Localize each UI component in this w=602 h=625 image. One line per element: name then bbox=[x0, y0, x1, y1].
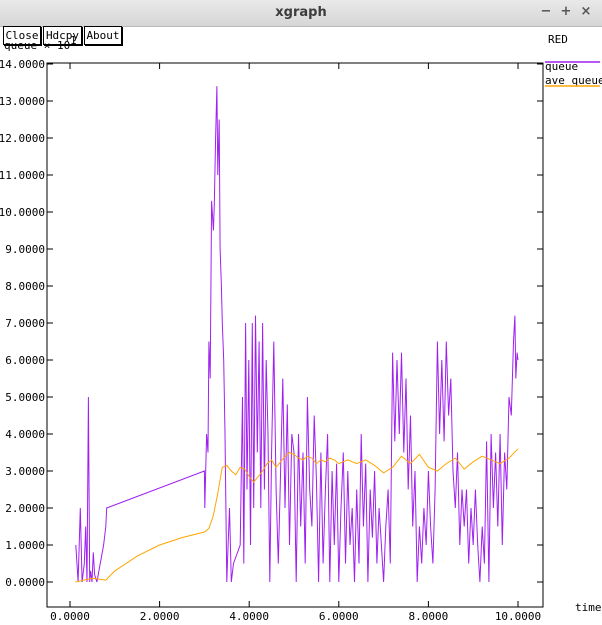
y-tick-label: 2.0000 bbox=[5, 502, 45, 515]
y-tick-label: 4.0000 bbox=[5, 428, 45, 441]
x-tick-label: 2.0000 bbox=[140, 610, 180, 623]
x-tick-label: 8.0000 bbox=[409, 610, 449, 623]
about-button[interactable]: About bbox=[84, 26, 122, 45]
y-tick-label: 5.0000 bbox=[5, 391, 45, 404]
series-line-ave-queue bbox=[75, 448, 519, 583]
close-window-icon[interactable]: × bbox=[580, 4, 592, 19]
y-tick-label: 12.0000 bbox=[0, 132, 45, 145]
x-tick-label: 4.0000 bbox=[229, 610, 269, 623]
window-title: xgraph bbox=[275, 5, 327, 20]
y-axis-label-exponent: 1 bbox=[70, 34, 77, 47]
y-tick-label: 3.0000 bbox=[5, 465, 45, 478]
y-tick-label: 10.0000 bbox=[0, 206, 45, 219]
y-tick-label: 9.0000 bbox=[5, 243, 45, 256]
close-button[interactable]: Close bbox=[3, 26, 41, 45]
plot-area bbox=[46, 62, 544, 608]
legend-label: ave_queue bbox=[545, 74, 602, 87]
series-line-queue bbox=[75, 86, 519, 583]
legend-label: queue bbox=[545, 60, 578, 73]
x-tick-label: 10.0000 bbox=[495, 610, 541, 623]
hdcpy-button[interactable]: Hdcpy bbox=[43, 26, 82, 45]
y-tick-label: 14.0000 bbox=[0, 58, 45, 71]
x-tick-label: 6.0000 bbox=[319, 610, 359, 623]
maximize-icon[interactable]: + bbox=[560, 4, 572, 19]
y-tick-label: 7.0000 bbox=[5, 317, 45, 330]
y-tick-label: 8.0000 bbox=[5, 280, 45, 293]
x-tick-label: 0.0000 bbox=[50, 610, 90, 623]
x-axis-label: time bbox=[575, 601, 602, 614]
y-tick-label: 6.0000 bbox=[5, 354, 45, 367]
y-tick-label: 0.0000 bbox=[5, 576, 45, 589]
y-tick-label: 11.0000 bbox=[0, 169, 45, 182]
y-tick-label: 1.0000 bbox=[5, 539, 45, 552]
y-tick-label: 13.0000 bbox=[0, 95, 45, 108]
minimize-icon[interactable]: − bbox=[540, 4, 552, 19]
y-axis-label: queue × 10 bbox=[4, 39, 70, 52]
plot-title: RED bbox=[548, 33, 568, 46]
title-bar[interactable]: xgraph − + × bbox=[0, 0, 602, 27]
